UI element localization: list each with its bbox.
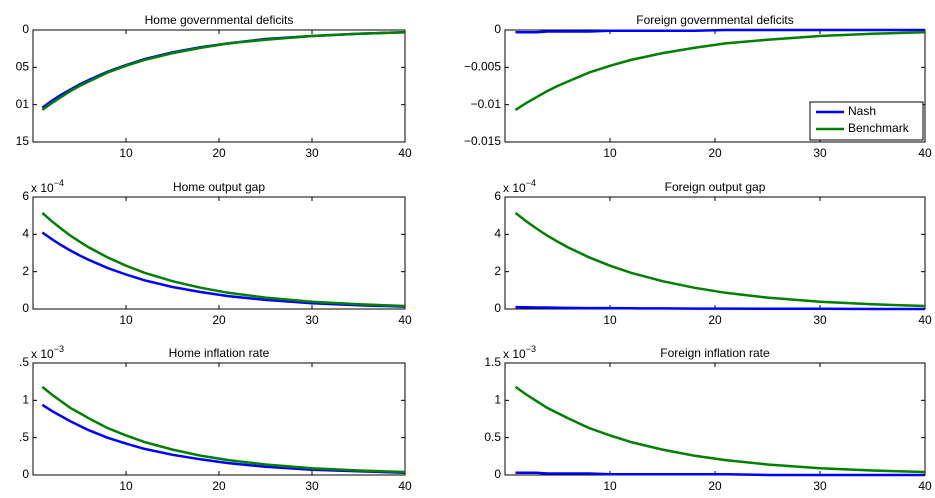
x-tick-label: 10 [119, 479, 133, 493]
exponent-power: −4 [54, 178, 64, 188]
subplot-title: Home inflation rate [169, 346, 270, 360]
series-line [514, 211, 926, 308]
subplot-title: Foreign governmental deficits [636, 13, 793, 27]
axes-box [504, 362, 926, 476]
x-tick-label: 20 [212, 313, 226, 327]
x-tick-label: 20 [708, 146, 722, 160]
subplot-title: Home output gap [173, 180, 265, 194]
y-tick-label: 2 [494, 264, 501, 278]
y-tick-label: 0 [494, 301, 501, 315]
series-line [41, 403, 406, 475]
x-tick-label: 10 [119, 313, 133, 327]
y-tick-label: 1 [494, 393, 501, 407]
x-tick-label: 30 [305, 479, 319, 493]
y-tick-label: 05 [16, 60, 30, 74]
exponent-label: x 10−3 [31, 344, 64, 361]
y-tick-label: 1 [22, 393, 29, 407]
exponent-base: x 10 [31, 181, 54, 195]
legend-box [809, 101, 924, 141]
x-tick-label: 10 [603, 146, 617, 160]
y-tick-label: .5 [19, 430, 29, 444]
y-tick-label: 15 [16, 134, 30, 148]
y-tick-label: 6 [22, 189, 29, 203]
y-tick-label: 0.5 [484, 430, 501, 444]
series-line [41, 211, 406, 308]
x-tick-label: 20 [708, 313, 722, 327]
exponent-base: x 10 [503, 181, 526, 195]
y-tick-label: 1.5 [484, 355, 501, 369]
x-tick-label: 30 [305, 146, 319, 160]
x-tick-label: 20 [708, 479, 722, 493]
series-line [515, 28, 925, 34]
x-tick-label: 40 [918, 479, 932, 493]
y-tick-label: 0 [494, 22, 501, 36]
subplot-title: Foreign output gap [665, 180, 766, 194]
y-tick-label: −0.015 [464, 134, 501, 148]
y-tick-label: 4 [22, 227, 29, 241]
x-tick-label: 30 [813, 146, 827, 160]
x-tick-label: 30 [813, 479, 827, 493]
axes-box [32, 29, 406, 143]
y-tick-label: −0.005 [464, 60, 501, 74]
x-tick-label: 20 [212, 146, 226, 160]
series-line [41, 30, 406, 111]
legend-label: Benchmark [848, 121, 910, 135]
axes-box [32, 362, 406, 476]
series-line [515, 305, 925, 311]
legend-label: Nash [848, 104, 876, 118]
x-tick-label: 40 [398, 313, 412, 327]
subplot-title: Foreign inflation rate [660, 346, 770, 360]
exponent-base: x 10 [503, 347, 526, 361]
y-tick-label: 0 [22, 301, 29, 315]
exponent-power: −4 [526, 178, 536, 188]
exponent-label: x 10−4 [503, 178, 536, 195]
exponent-power: −3 [526, 344, 536, 354]
y-tick-label: 4 [494, 227, 501, 241]
exponent-power: −3 [54, 344, 64, 354]
x-tick-label: 10 [119, 146, 133, 160]
series-line [41, 385, 406, 474]
y-tick-label: .5 [19, 355, 29, 369]
y-tick-label: 2 [22, 264, 29, 278]
series-line [515, 471, 925, 477]
x-tick-label: 30 [305, 313, 319, 327]
y-tick-label: 0 [22, 22, 29, 36]
series-line [514, 30, 926, 111]
x-tick-label: 10 [603, 313, 617, 327]
x-tick-label: 40 [398, 479, 412, 493]
x-tick-label: 30 [813, 313, 827, 327]
x-tick-label: 20 [212, 479, 226, 493]
x-tick-label: 40 [918, 146, 932, 160]
exponent-label: x 10−4 [31, 178, 64, 195]
y-tick-label: 0 [494, 467, 501, 481]
x-tick-label: 10 [603, 479, 617, 493]
y-tick-label: −0.01 [471, 97, 502, 111]
y-tick-label: 01 [16, 97, 30, 111]
exponent-base: x 10 [31, 347, 54, 361]
series-line [514, 385, 926, 474]
y-tick-label: 0 [22, 467, 29, 481]
exponent-label: x 10−3 [503, 344, 536, 361]
y-tick-label: 6 [494, 189, 501, 203]
x-tick-label: 40 [918, 313, 932, 327]
x-tick-label: 40 [398, 146, 412, 160]
subplot-title: Home governmental deficits [145, 13, 294, 27]
series-line [41, 231, 406, 308]
